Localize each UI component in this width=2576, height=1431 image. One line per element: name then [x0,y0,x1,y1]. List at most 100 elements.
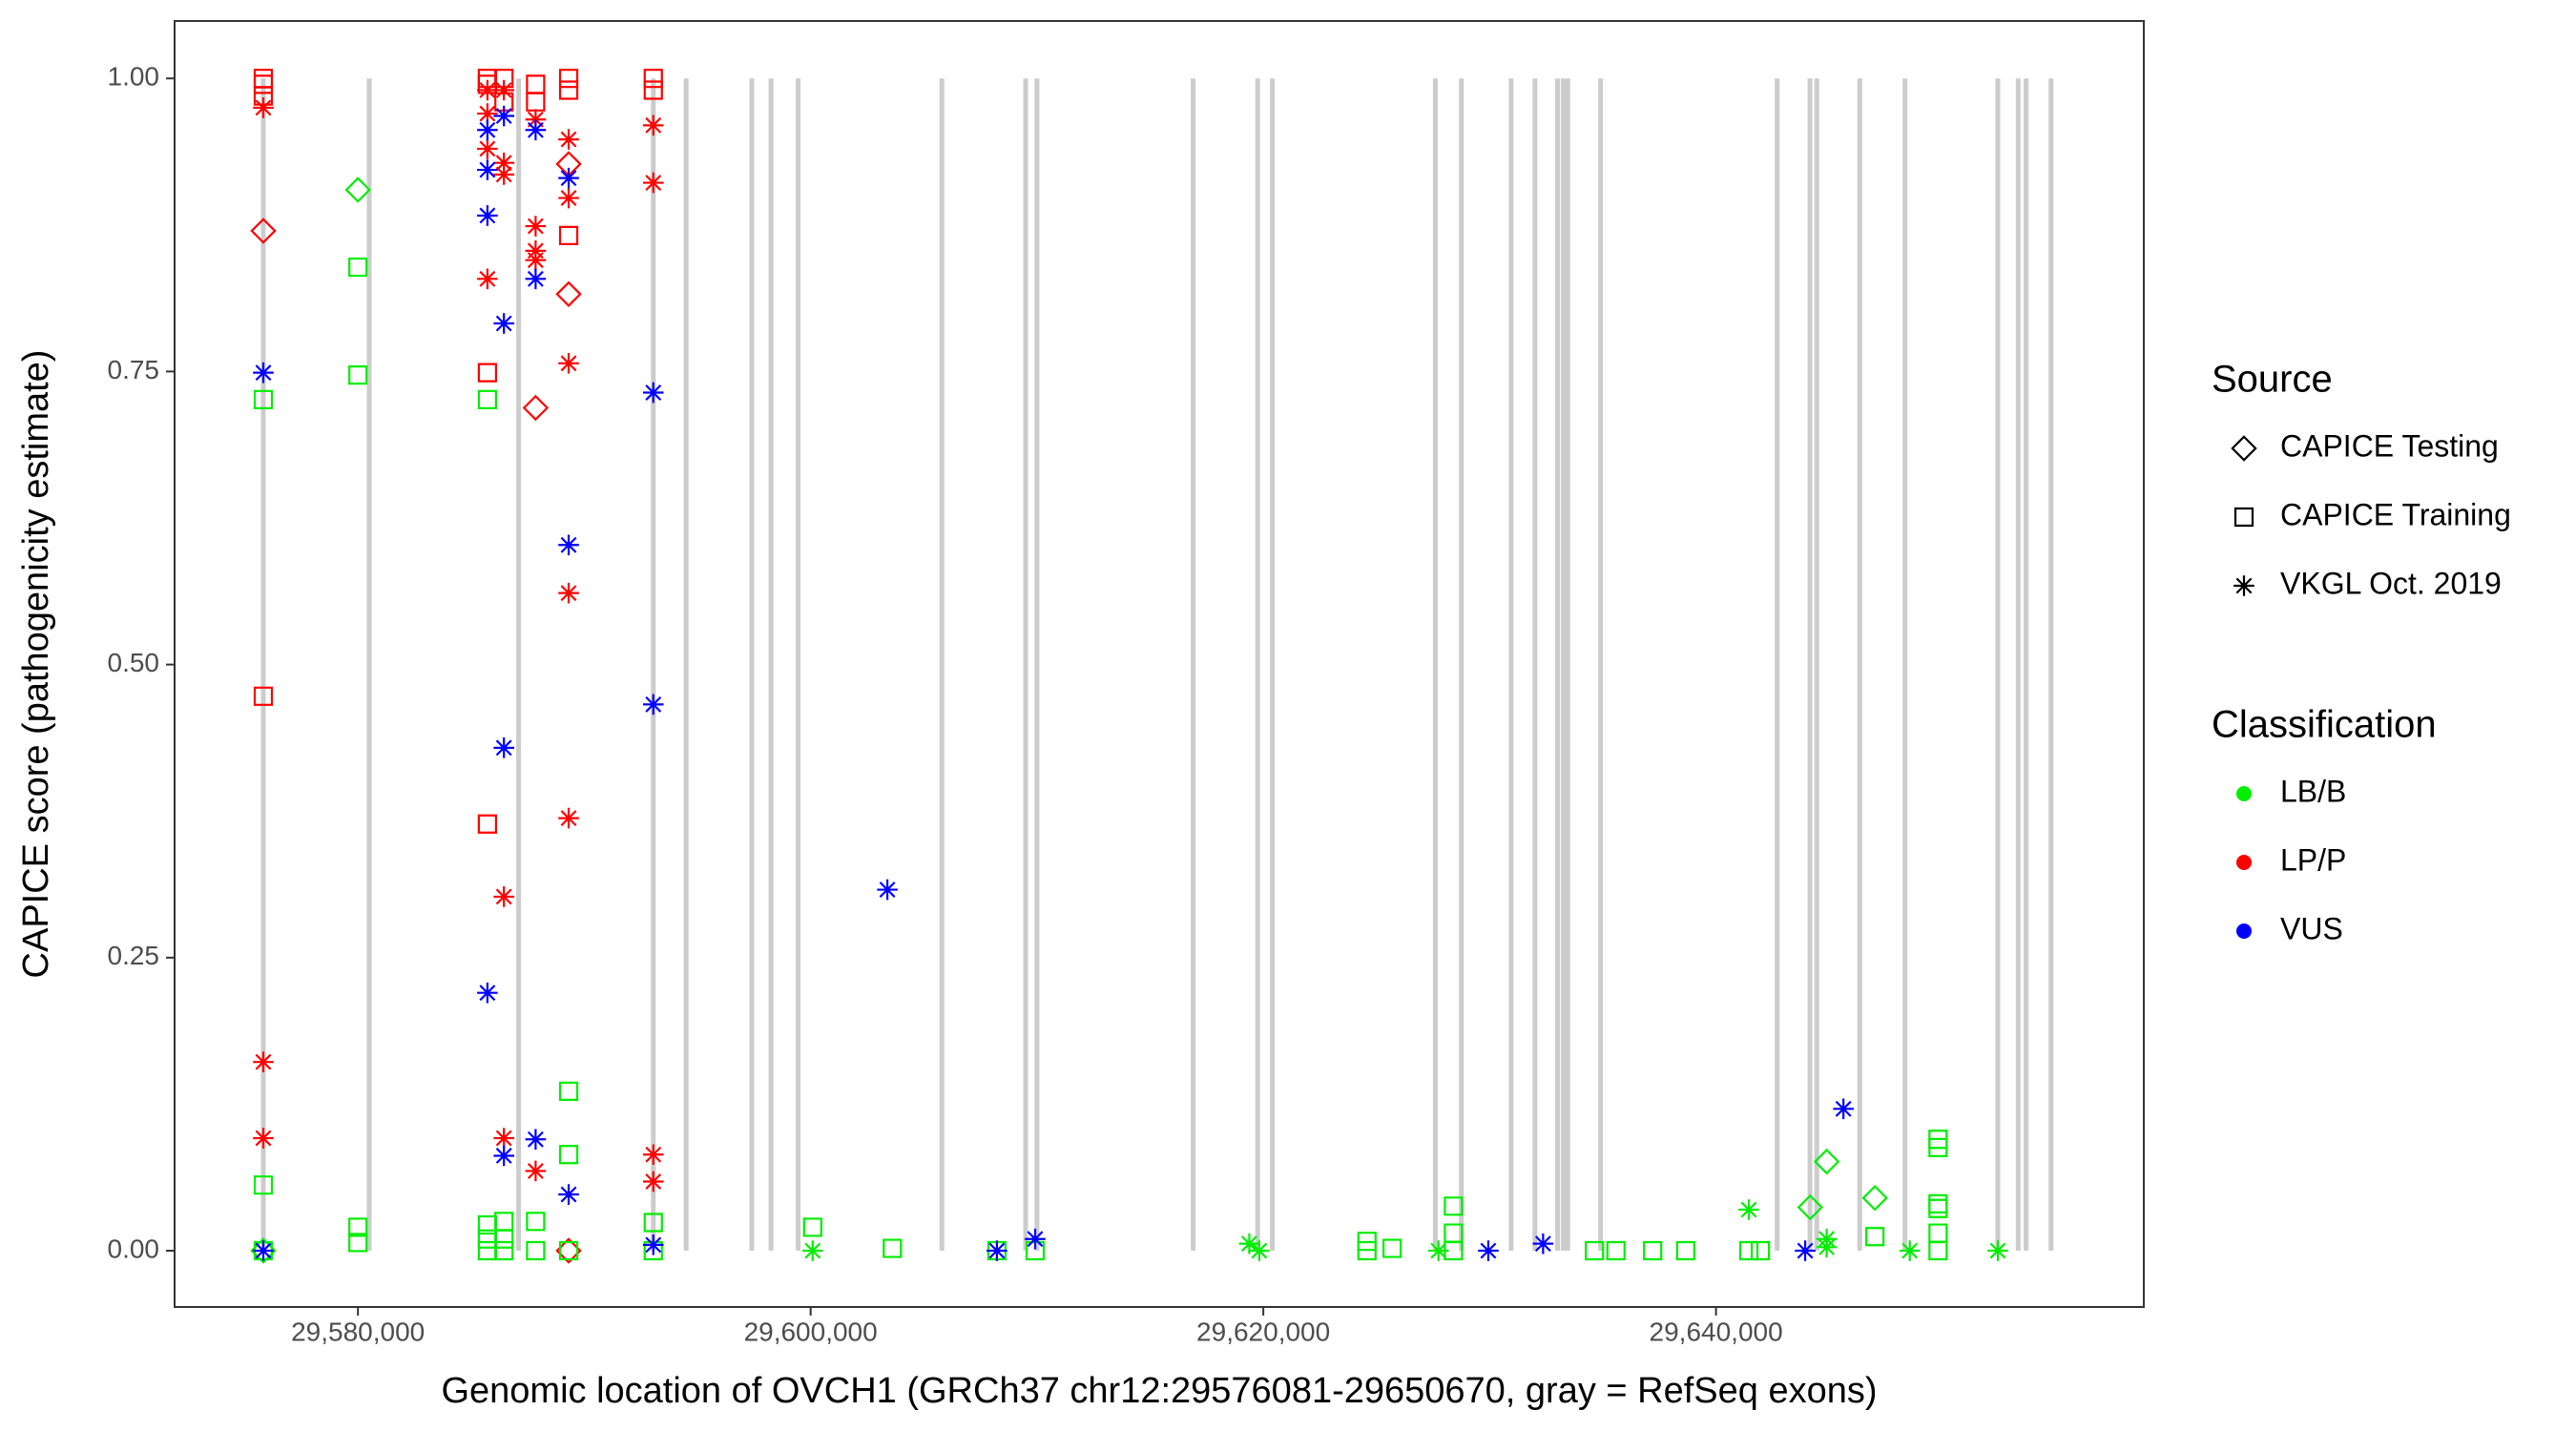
point [558,69,579,89]
legend-marker [2231,435,2257,462]
point [642,1144,664,1166]
point [642,1171,664,1192]
y-tick-label: 0.50 [108,648,160,677]
point [558,1184,579,1205]
point [558,1145,579,1165]
point [253,1240,274,1261]
point [477,363,497,383]
point [477,103,498,124]
point [1478,1240,1499,1261]
point [883,1238,903,1258]
point [253,686,274,706]
point [494,1240,514,1261]
x-tick-label: 29,580,000 [291,1317,425,1346]
point [1249,1240,1270,1261]
point [558,80,579,100]
point [555,280,582,308]
point [477,159,498,180]
legend-marker [2236,855,2252,870]
legend-label: VUS [2280,911,2343,945]
y-axis-title: CAPICE score (pathogenicity estimate) [16,350,56,979]
legend-label: LP/P [2280,842,2346,877]
legend-label: VKGL Oct. 2019 [2280,566,2502,600]
point [525,268,547,290]
legend-label: CAPICE Training [2280,497,2511,531]
y-tick-label: 0.25 [108,941,160,970]
point [526,1240,546,1261]
point [477,1240,497,1261]
point [558,167,579,189]
point [1797,1193,1824,1221]
x-axis-title: Genomic location of OVCH1 (GRCh37 chr12:… [441,1371,1877,1411]
point [1813,1148,1840,1175]
point [1357,1240,1377,1261]
point [477,814,497,834]
point [1833,1098,1854,1120]
point [558,129,579,150]
point [1238,1233,1260,1255]
legend-marker [2233,507,2254,528]
point [253,1175,274,1195]
point [1816,1236,1838,1258]
point [1427,1240,1449,1261]
point [1532,1233,1554,1255]
point [477,119,498,141]
point [253,1128,274,1149]
plot-border [174,20,2145,1308]
point [802,1217,822,1237]
point [348,257,368,278]
point [253,1051,274,1072]
point [493,164,514,185]
point [1987,1240,2008,1261]
point [253,389,274,410]
point [1928,1240,1948,1261]
legend-title: Source [2212,359,2333,401]
point [1865,1227,1885,1247]
point [1928,1223,1948,1243]
point [493,105,514,127]
point [558,582,579,604]
point [493,1128,514,1149]
y-tick-label: 0.75 [108,355,160,384]
point [253,1240,274,1261]
point [477,205,498,226]
point [477,138,498,159]
point [1928,1137,1948,1157]
point [493,79,514,101]
point [558,187,579,209]
point [1928,1193,1948,1213]
point [525,1160,547,1182]
point [526,1212,546,1232]
y-tick-label: 0.00 [108,1234,160,1263]
point [642,172,664,194]
point [1675,1240,1695,1261]
point [493,313,514,334]
point [253,86,274,106]
point [477,389,497,410]
point [494,1229,514,1249]
point [642,382,664,404]
point [1738,1240,1759,1261]
point [493,1145,514,1167]
point [642,694,664,716]
point [525,119,547,141]
legend-label: CAPICE Testing [2280,428,2499,463]
point [493,886,514,907]
point [642,1234,664,1255]
point [525,216,547,237]
point [643,80,663,100]
point [558,1240,579,1261]
point [525,109,547,131]
point [525,1129,547,1151]
point [522,394,550,422]
legend-marker [2233,575,2254,596]
y-tick-label: 1.00 [108,62,160,92]
point [1444,1196,1464,1216]
point [1795,1240,1816,1261]
point [494,1212,514,1232]
legend-marker [2236,923,2252,939]
point [558,225,579,245]
point [558,807,579,829]
point [477,79,498,101]
point [253,362,274,384]
